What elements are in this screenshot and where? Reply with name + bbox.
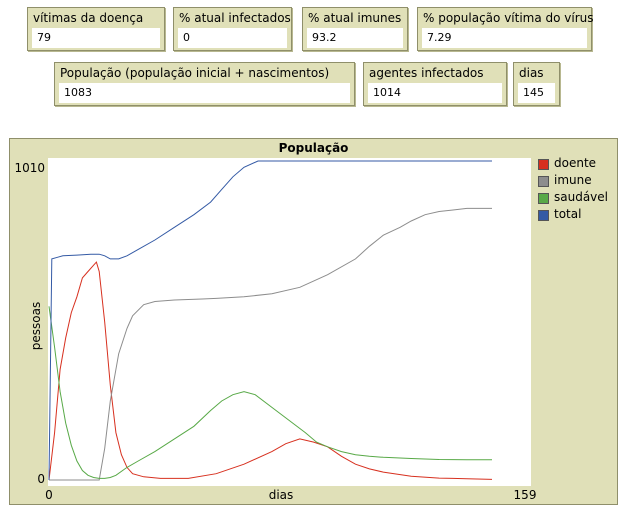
legend-swatch xyxy=(538,176,549,187)
legend-swatch xyxy=(538,193,549,204)
legend-label: imune xyxy=(554,173,592,187)
x-max-label: 159 xyxy=(514,488,537,502)
monitor-value: 0 xyxy=(178,28,287,48)
monitor-value: 145 xyxy=(518,83,555,103)
monitor-value: 1083 xyxy=(59,83,350,103)
series-line-doente xyxy=(48,261,493,481)
monitor-label: População (população inicial + nasciment… xyxy=(60,66,330,80)
monitor-value: 1014 xyxy=(368,83,502,103)
plot-canvas: 1010 0 0 159 dias pessoas xyxy=(14,158,537,502)
monitor-label: % população vítima do vírus xyxy=(423,11,594,25)
y-axis-label: pessoas xyxy=(29,302,43,350)
monitor-value: 93.2 xyxy=(307,28,403,48)
monitor-agentes: agentes infectados 1014 xyxy=(363,62,507,106)
monitor-label: % atual imunes xyxy=(308,11,402,25)
legend-swatch xyxy=(538,159,549,170)
legend-swatch xyxy=(538,210,549,221)
population-plot: População 1010 0 0 159 dias pessoas doen… xyxy=(9,138,618,505)
monitor-vitimas: vítimas da doença 79 xyxy=(27,7,165,51)
monitor-label: vítimas da doença xyxy=(33,11,144,25)
series-line-total xyxy=(48,160,492,481)
legend-label: total xyxy=(554,207,582,221)
monitor-value: 79 xyxy=(32,28,160,48)
monitor-imunes: % atual imunes 93.2 xyxy=(302,7,408,51)
monitor-populacao: População (população inicial + nasciment… xyxy=(54,62,355,106)
monitor-dias: dias 145 xyxy=(513,62,560,106)
plot-title: População xyxy=(278,141,349,155)
y-min-label: 0 xyxy=(37,472,45,486)
monitor-label: agentes infectados xyxy=(369,66,484,80)
x-min-label: 0 xyxy=(45,488,53,502)
y-max-label: 1010 xyxy=(14,161,45,175)
monitor-infectados: % atual infectados 0 xyxy=(173,7,292,51)
monitor-label: dias xyxy=(519,66,544,80)
series-line-imune xyxy=(49,207,492,481)
monitor-value: 7.29 xyxy=(422,28,587,48)
legend-label: saudável xyxy=(554,190,608,204)
legend-label: doente xyxy=(554,156,597,170)
plot-area xyxy=(48,158,531,486)
series-line-saudável xyxy=(48,306,492,479)
x-axis-label: dias xyxy=(269,488,294,502)
monitor-vitima-virus: % população vítima do vírus 7.29 xyxy=(417,7,594,51)
monitor-label: % atual infectados xyxy=(179,11,291,25)
